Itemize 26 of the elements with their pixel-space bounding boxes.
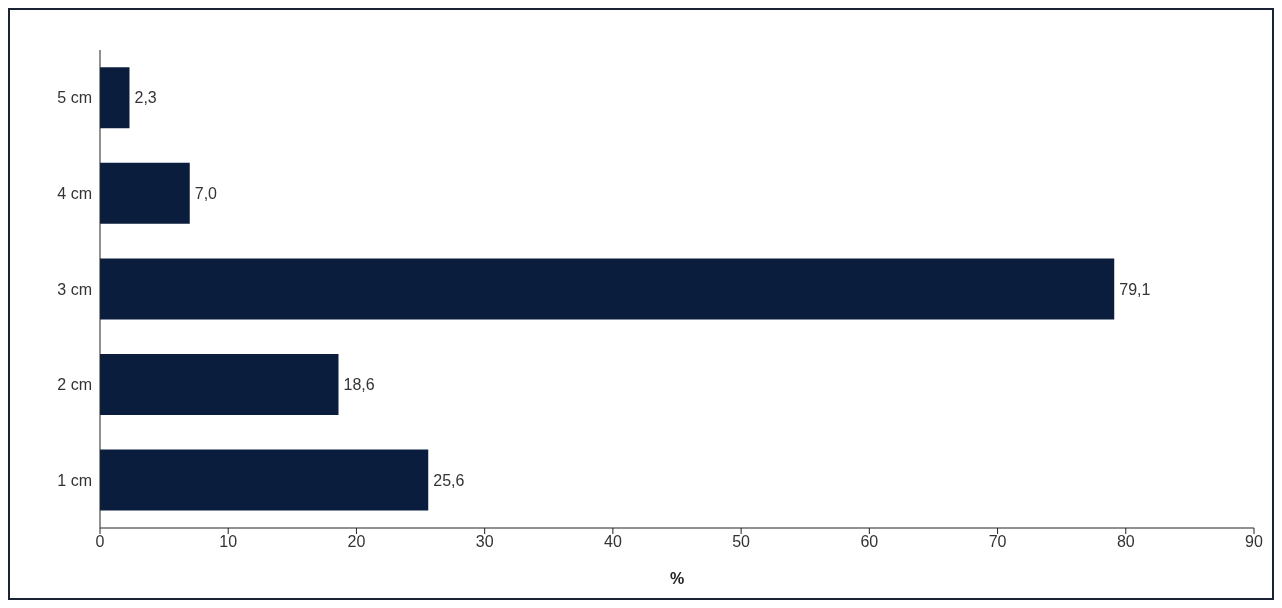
- bar: [100, 162, 190, 224]
- y-tick-label: 4 cm: [57, 185, 92, 203]
- y-tick-label: 5 cm: [57, 89, 92, 107]
- data-label: 2,3: [134, 89, 157, 107]
- x-tick-label: 50: [732, 533, 751, 551]
- bar: [100, 258, 1115, 320]
- x-tick-label: 60: [860, 533, 879, 551]
- x-tick-label: 10: [219, 533, 238, 551]
- y-tick-label: 1 cm: [57, 471, 92, 489]
- bar: [100, 354, 339, 416]
- data-label: 79,1: [1119, 280, 1151, 298]
- x-tick-label: 0: [95, 533, 105, 551]
- bar: [100, 449, 429, 511]
- x-tick-label: 90: [1245, 533, 1263, 551]
- data-label: 7,0: [194, 184, 218, 202]
- y-tick-label: 3 cm: [57, 280, 92, 298]
- x-tick-label: 70: [988, 533, 1007, 551]
- x-tick-label: 30: [475, 533, 494, 551]
- x-axis-title: %: [669, 570, 685, 587]
- x-tick-label: 40: [603, 533, 622, 551]
- data-label: 25,6: [433, 471, 465, 489]
- bar: [100, 67, 130, 129]
- x-tick-label: 20: [347, 533, 366, 551]
- x-tick-label: 80: [1116, 533, 1135, 551]
- y-tick-label: 2 cm: [57, 376, 92, 394]
- data-label: 18,6: [343, 376, 375, 394]
